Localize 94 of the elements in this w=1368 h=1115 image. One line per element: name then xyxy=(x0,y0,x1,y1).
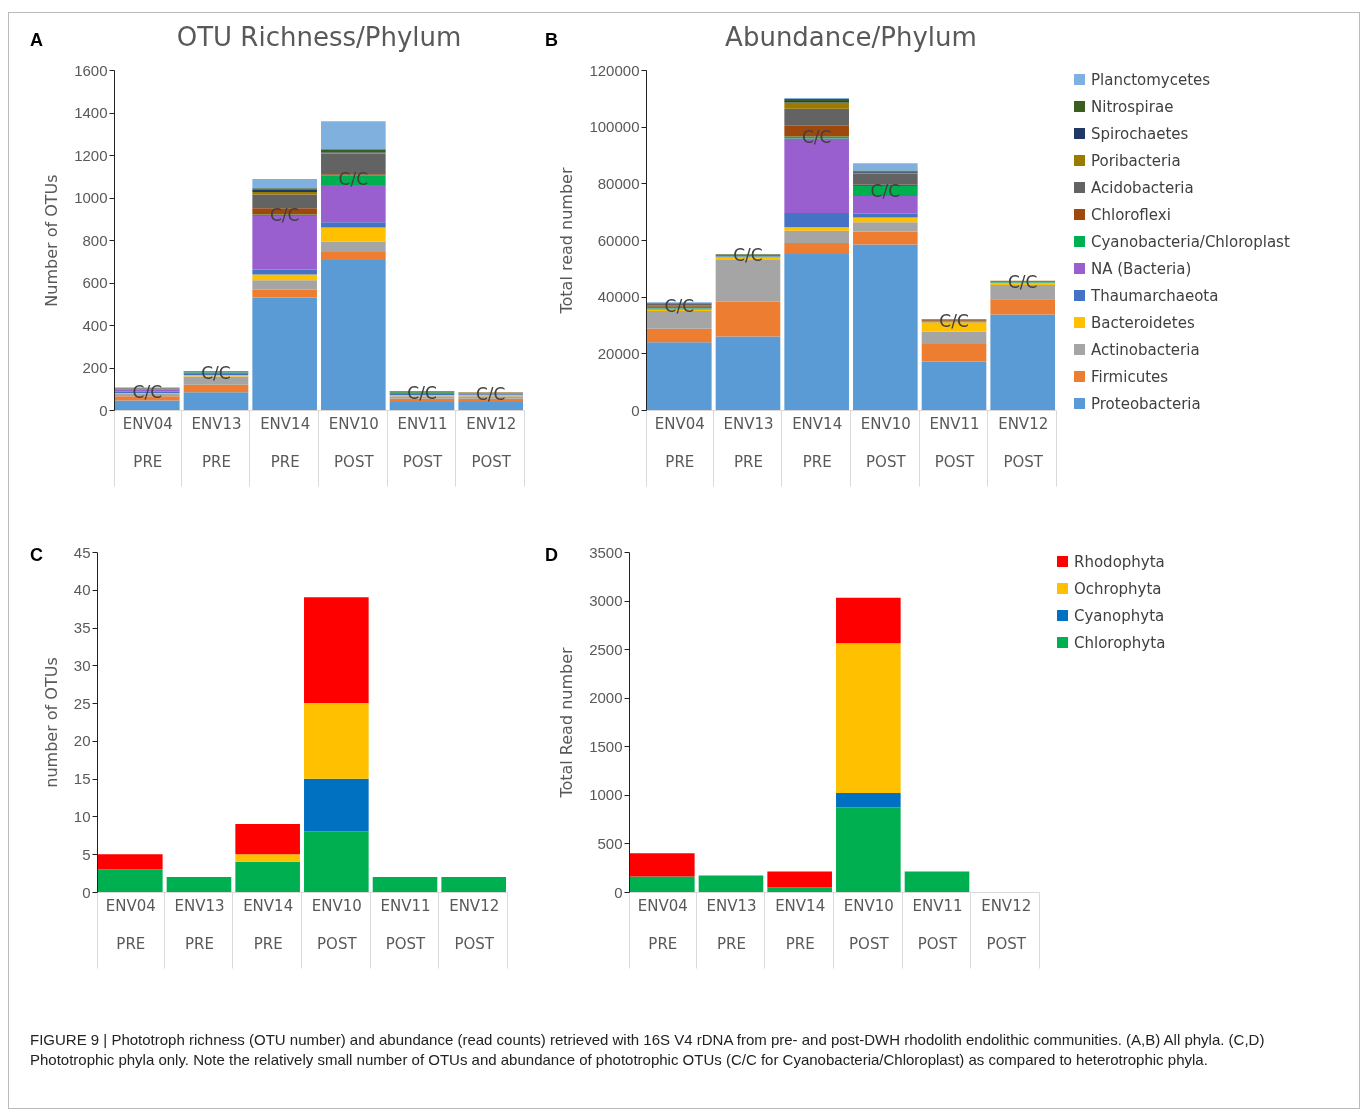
y-tick-label: 40 xyxy=(73,581,91,599)
legend-label: Poribacteria xyxy=(1091,151,1181,170)
y-tick-label: 15 xyxy=(73,770,91,788)
category-label: ENV11 POST xyxy=(912,896,963,953)
category-label: ENV04 PRE xyxy=(122,414,173,471)
y-tick-label: 3500 xyxy=(589,543,623,561)
y-tick-label: 1400 xyxy=(74,104,108,121)
y-tick-label: 20 xyxy=(73,732,91,750)
legend-label: Actinobacteria xyxy=(1091,340,1200,359)
y-tick-label: 0 xyxy=(614,883,623,901)
legend-label: Planctomycetes xyxy=(1091,70,1211,89)
category-label: ENV13 PRE xyxy=(191,414,242,471)
y-axis-title: Number of OTUs xyxy=(42,174,62,307)
category-label: ENV13 PRE xyxy=(706,896,757,953)
category-label: ENV14 PRE xyxy=(775,896,826,953)
chart-title: Abundance/Phylum xyxy=(725,22,977,52)
category-label: ENV10 POST xyxy=(311,896,362,953)
chart-title: OTU Richness/Phylum xyxy=(176,22,462,52)
y-tick-label: 200 xyxy=(82,359,108,376)
y-tick-label: 10 xyxy=(73,807,91,825)
category-label: ENV12 POST xyxy=(449,896,500,953)
legend-label: Rhodophyta xyxy=(1074,552,1165,571)
caption: FIGURE 9 | Phototroph richness (OTU number) and abundance (read counts) retrieved with 16S V4 rDNA from pre- and post-DWH rhodolith endolithic communities. (A,B) All phyla. (C,D) Phototrophic phyla only. Note the relatively small number of OTUs and abundance of phototrophic OTUs (C/C for Cyanobacteria/Chloroplast) as compared to heterotrophic phyla. xyxy=(30,1030,1266,1070)
legend-label: Proteobacteria xyxy=(1091,394,1201,413)
y-tick-label: 0 xyxy=(631,401,640,419)
legend-label: Firmicutes xyxy=(1091,367,1169,386)
y-tick-label: 400 xyxy=(82,316,108,334)
legend-label: NA (Bacteria) xyxy=(1091,259,1192,278)
y-tick-label: 80000 xyxy=(597,174,640,192)
y-tick-label: 2500 xyxy=(589,640,623,658)
y-axis-title: Total Read number xyxy=(557,646,577,799)
annotation: C/C xyxy=(664,296,695,317)
annotation: C/C xyxy=(407,383,437,404)
y-tick-label: 45 xyxy=(73,543,91,561)
category-label: ENV10 POST xyxy=(328,414,379,471)
category-label: ENV11 POST xyxy=(929,414,980,471)
y-tick-label: 1200 xyxy=(74,146,108,164)
annotation: C/C xyxy=(269,204,300,225)
category-label: ENV12 POST xyxy=(466,414,517,471)
legend-label: Cyanophyta xyxy=(1074,606,1165,625)
category-label: ENV14 PRE xyxy=(792,414,843,471)
y-tick-label: 1500 xyxy=(589,737,623,755)
y-tick-label: 120000 xyxy=(589,61,640,79)
category-label: ENV04 PRE xyxy=(105,896,156,953)
category-label: ENV14 PRE xyxy=(243,896,294,953)
annotation: C/C xyxy=(475,383,506,404)
legend-label: Chloroflexi xyxy=(1091,205,1171,224)
category-label: ENV10 POST xyxy=(843,896,894,953)
category-label: ENV10 POST xyxy=(860,414,911,471)
y-tick-label: 100000 xyxy=(589,118,640,136)
category-label: ENV04 PRE xyxy=(654,414,705,471)
y-tick-label: 30 xyxy=(73,656,91,674)
legend-label: Spirochaetes xyxy=(1091,124,1189,143)
y-tick-label: 800 xyxy=(82,231,108,249)
y-tick-label: 25 xyxy=(73,694,91,712)
annotation: C/C xyxy=(801,127,832,147)
y-tick-label: 60000 xyxy=(597,231,640,249)
annotation: C/C xyxy=(201,362,231,383)
y-tick-label: 20000 xyxy=(597,344,640,362)
legend-label: Cyanobacteria/Chloroplast xyxy=(1091,232,1290,251)
category-label: ENV04 PRE xyxy=(637,896,688,953)
annotation: C/C xyxy=(870,180,901,201)
y-tick-label: 35 xyxy=(73,619,91,637)
category-label: ENV14 PRE xyxy=(260,414,311,471)
legend-label: Chlorophyta xyxy=(1074,633,1166,652)
category-label: ENV11 POST xyxy=(380,896,431,953)
category-label: ENV13 PRE xyxy=(723,414,774,471)
category-label: ENV13 PRE xyxy=(174,896,225,953)
category-label: ENV12 POST xyxy=(998,414,1049,471)
y-tick-label: 0 xyxy=(99,401,108,419)
legend-label: Ochrophyta xyxy=(1074,579,1162,598)
text: B xyxy=(545,30,558,51)
y-tick-label: 1000 xyxy=(74,189,108,206)
y-axis-title: number of OTUs xyxy=(41,657,61,788)
category-label: ENV11 POST xyxy=(397,414,448,471)
y-axis-title: Total read number xyxy=(557,167,577,315)
y-tick-label: 40000 xyxy=(597,288,640,306)
y-tick-label: 2000 xyxy=(589,689,623,707)
y-tick-label: 600 xyxy=(82,274,108,291)
category-label: ENV12 POST xyxy=(981,896,1032,953)
y-tick-label: 1000 xyxy=(589,786,623,804)
legend-label: Nitrospirae xyxy=(1091,97,1174,116)
y-tick-label: 500 xyxy=(597,834,623,852)
legend-label: Acidobacteria xyxy=(1091,178,1194,197)
legend-label: Bacteroidetes xyxy=(1091,313,1195,332)
text: D xyxy=(545,545,558,566)
y-tick-label: 0 xyxy=(82,883,91,901)
annotation: C/C xyxy=(733,244,763,265)
y-tick-label: 1600 xyxy=(74,61,108,79)
text: A xyxy=(30,30,43,51)
legend-label: Thaumarchaeota xyxy=(1090,286,1219,305)
y-tick-label: 5 xyxy=(82,845,91,863)
text: C xyxy=(30,545,43,566)
y-tick-label: 3000 xyxy=(589,592,623,610)
